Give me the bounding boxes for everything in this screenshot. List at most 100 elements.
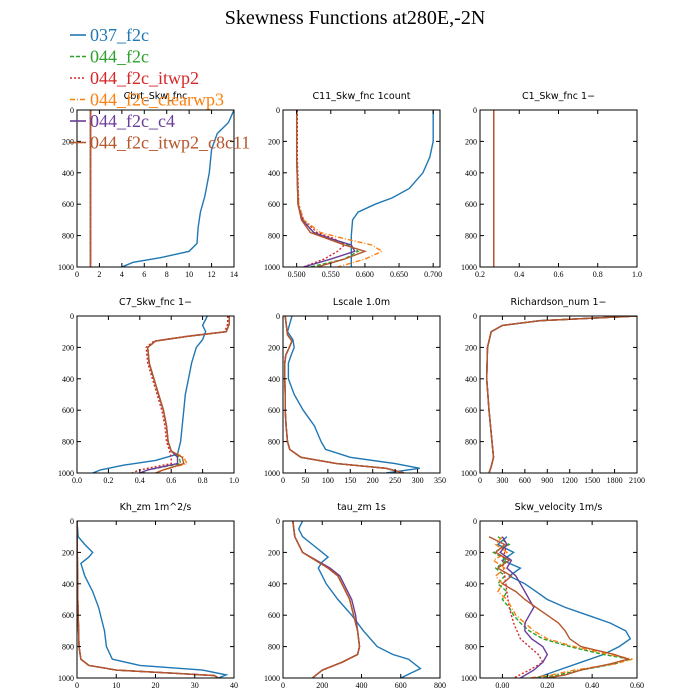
plot-frame xyxy=(479,109,638,268)
y-tick-label: 0 xyxy=(276,106,280,115)
x-tick-label: 0.8 xyxy=(198,476,208,485)
series-line xyxy=(297,521,422,678)
series-line xyxy=(77,521,219,678)
y-tick-label: 0 xyxy=(70,517,74,526)
x-tick-label: 8 xyxy=(165,270,169,279)
x-tick-label: 0.2 xyxy=(103,476,113,485)
y-tick-label: 1000 xyxy=(264,469,280,478)
series-group xyxy=(92,316,231,473)
panel-title: Skw_velocity 1m/s xyxy=(515,502,603,513)
y-tick-label: 0 xyxy=(70,312,74,321)
y-tick-label: 0 xyxy=(473,312,477,321)
series-line xyxy=(77,521,229,678)
y-tick-label: 0 xyxy=(473,106,477,115)
legend-label: 044_f2c_itwp2_c8c11 xyxy=(90,133,250,153)
series-line xyxy=(485,316,637,473)
series-line xyxy=(485,316,637,473)
series-line xyxy=(488,536,631,678)
x-tick-label: 150 xyxy=(344,476,356,485)
panel-title: Cbrt_Skw_fnc xyxy=(124,91,188,102)
series-line xyxy=(296,110,356,267)
series-line xyxy=(296,110,368,267)
chart-panel: C7_Skw_fnc 1− 0.0 0.2 0.4 0.6 0.8 1.0 0 200 400 60… xyxy=(58,297,239,485)
x-tick-label: 10 xyxy=(185,270,193,279)
y-tick-label: 1000 xyxy=(461,263,477,272)
x-tick-label: 40 xyxy=(230,681,238,690)
series-line xyxy=(284,316,405,473)
series-line xyxy=(77,521,219,678)
x-tick-label: 0.6 xyxy=(166,476,176,485)
series-group xyxy=(89,110,234,267)
y-tick-label: 800 xyxy=(465,232,477,241)
y-tick-label: 400 xyxy=(268,580,280,589)
series-group xyxy=(296,110,434,267)
x-tick-label: 2 xyxy=(97,270,101,279)
x-tick-label: 250 xyxy=(389,476,401,485)
y-tick-label: 400 xyxy=(62,375,74,384)
plot-frame xyxy=(76,520,235,679)
legend: 037_f2c044_f2c044_f2c_itwp2044_f2c_clear… xyxy=(70,25,250,153)
x-tick-label: 600 xyxy=(395,681,407,690)
x-tick-label: 6 xyxy=(142,270,146,279)
panel-title: Lscale 1.0m xyxy=(333,297,390,308)
legend-label: 044_f2c_c4 xyxy=(90,111,175,131)
series-line xyxy=(142,316,231,473)
series-line xyxy=(284,316,405,473)
plot-frame xyxy=(76,109,235,268)
plot-frame xyxy=(282,109,441,268)
series-line xyxy=(131,316,229,473)
y-tick-label: 200 xyxy=(268,343,280,352)
chart-panel: tau_zm 1s 0 200 400 600 800 0 200 400 600 800 1000 xyxy=(264,502,446,690)
legend-label: 044_f2c xyxy=(90,47,149,67)
legend-item: 037_f2c xyxy=(70,25,149,45)
y-tick-label: 400 xyxy=(268,169,280,178)
series-line xyxy=(139,316,231,473)
plot-frame xyxy=(76,315,235,474)
y-tick-label: 1000 xyxy=(461,469,477,478)
x-tick-label: 900 xyxy=(541,476,553,485)
x-tick-label: 0.4 xyxy=(514,270,524,279)
y-tick-label: 1000 xyxy=(58,263,74,272)
y-tick-label: 1000 xyxy=(58,469,74,478)
legend-label: 044_f2c_itwp2 xyxy=(90,68,199,88)
x-tick-label: 800 xyxy=(434,681,446,690)
legend-item: 044_f2c_c4 xyxy=(70,111,175,131)
y-tick-label: 200 xyxy=(268,548,280,557)
y-tick-label: 200 xyxy=(465,548,477,557)
panel-title: C1_Skw_fnc 1− xyxy=(522,91,595,102)
series-line xyxy=(77,521,219,678)
x-tick-label: 0 xyxy=(281,681,285,690)
x-tick-label: 0.650 xyxy=(390,270,408,279)
series-line xyxy=(77,521,219,678)
panel-title: C7_Skw_fnc 1− xyxy=(119,297,192,308)
plot-frame xyxy=(282,520,441,679)
y-tick-label: 0 xyxy=(70,106,74,115)
x-tick-label: 0 xyxy=(75,681,79,690)
y-tick-label: 800 xyxy=(268,643,280,652)
y-tick-label: 200 xyxy=(62,137,74,146)
plot-frame xyxy=(479,520,638,679)
y-tick-label: 1000 xyxy=(264,674,280,683)
y-tick-label: 800 xyxy=(62,643,74,652)
y-tick-label: 200 xyxy=(465,137,477,146)
series-line xyxy=(77,521,219,678)
series-line xyxy=(284,316,405,473)
plot-frame xyxy=(282,315,441,474)
series-line xyxy=(292,521,361,678)
plot-frame xyxy=(479,315,638,474)
series-line xyxy=(286,316,420,473)
chart-panel: Lscale 1.0m 0 50 100 150 200 250 300 350 0 200 400 6… xyxy=(264,297,446,485)
x-tick-label: 1800 xyxy=(607,476,623,485)
x-tick-label: 2100 xyxy=(629,476,645,485)
x-tick-label: 1.0 xyxy=(632,270,642,279)
series-line xyxy=(296,110,360,267)
y-tick-label: 400 xyxy=(465,580,477,589)
x-tick-label: 0.40 xyxy=(585,681,599,690)
y-tick-label: 800 xyxy=(465,643,477,652)
y-tick-label: 800 xyxy=(268,438,280,447)
legend-item: 044_f2c xyxy=(70,47,149,67)
legend-item: 044_f2c_itwp2_c8c11 xyxy=(70,133,250,153)
x-tick-label: 0 xyxy=(478,476,482,485)
